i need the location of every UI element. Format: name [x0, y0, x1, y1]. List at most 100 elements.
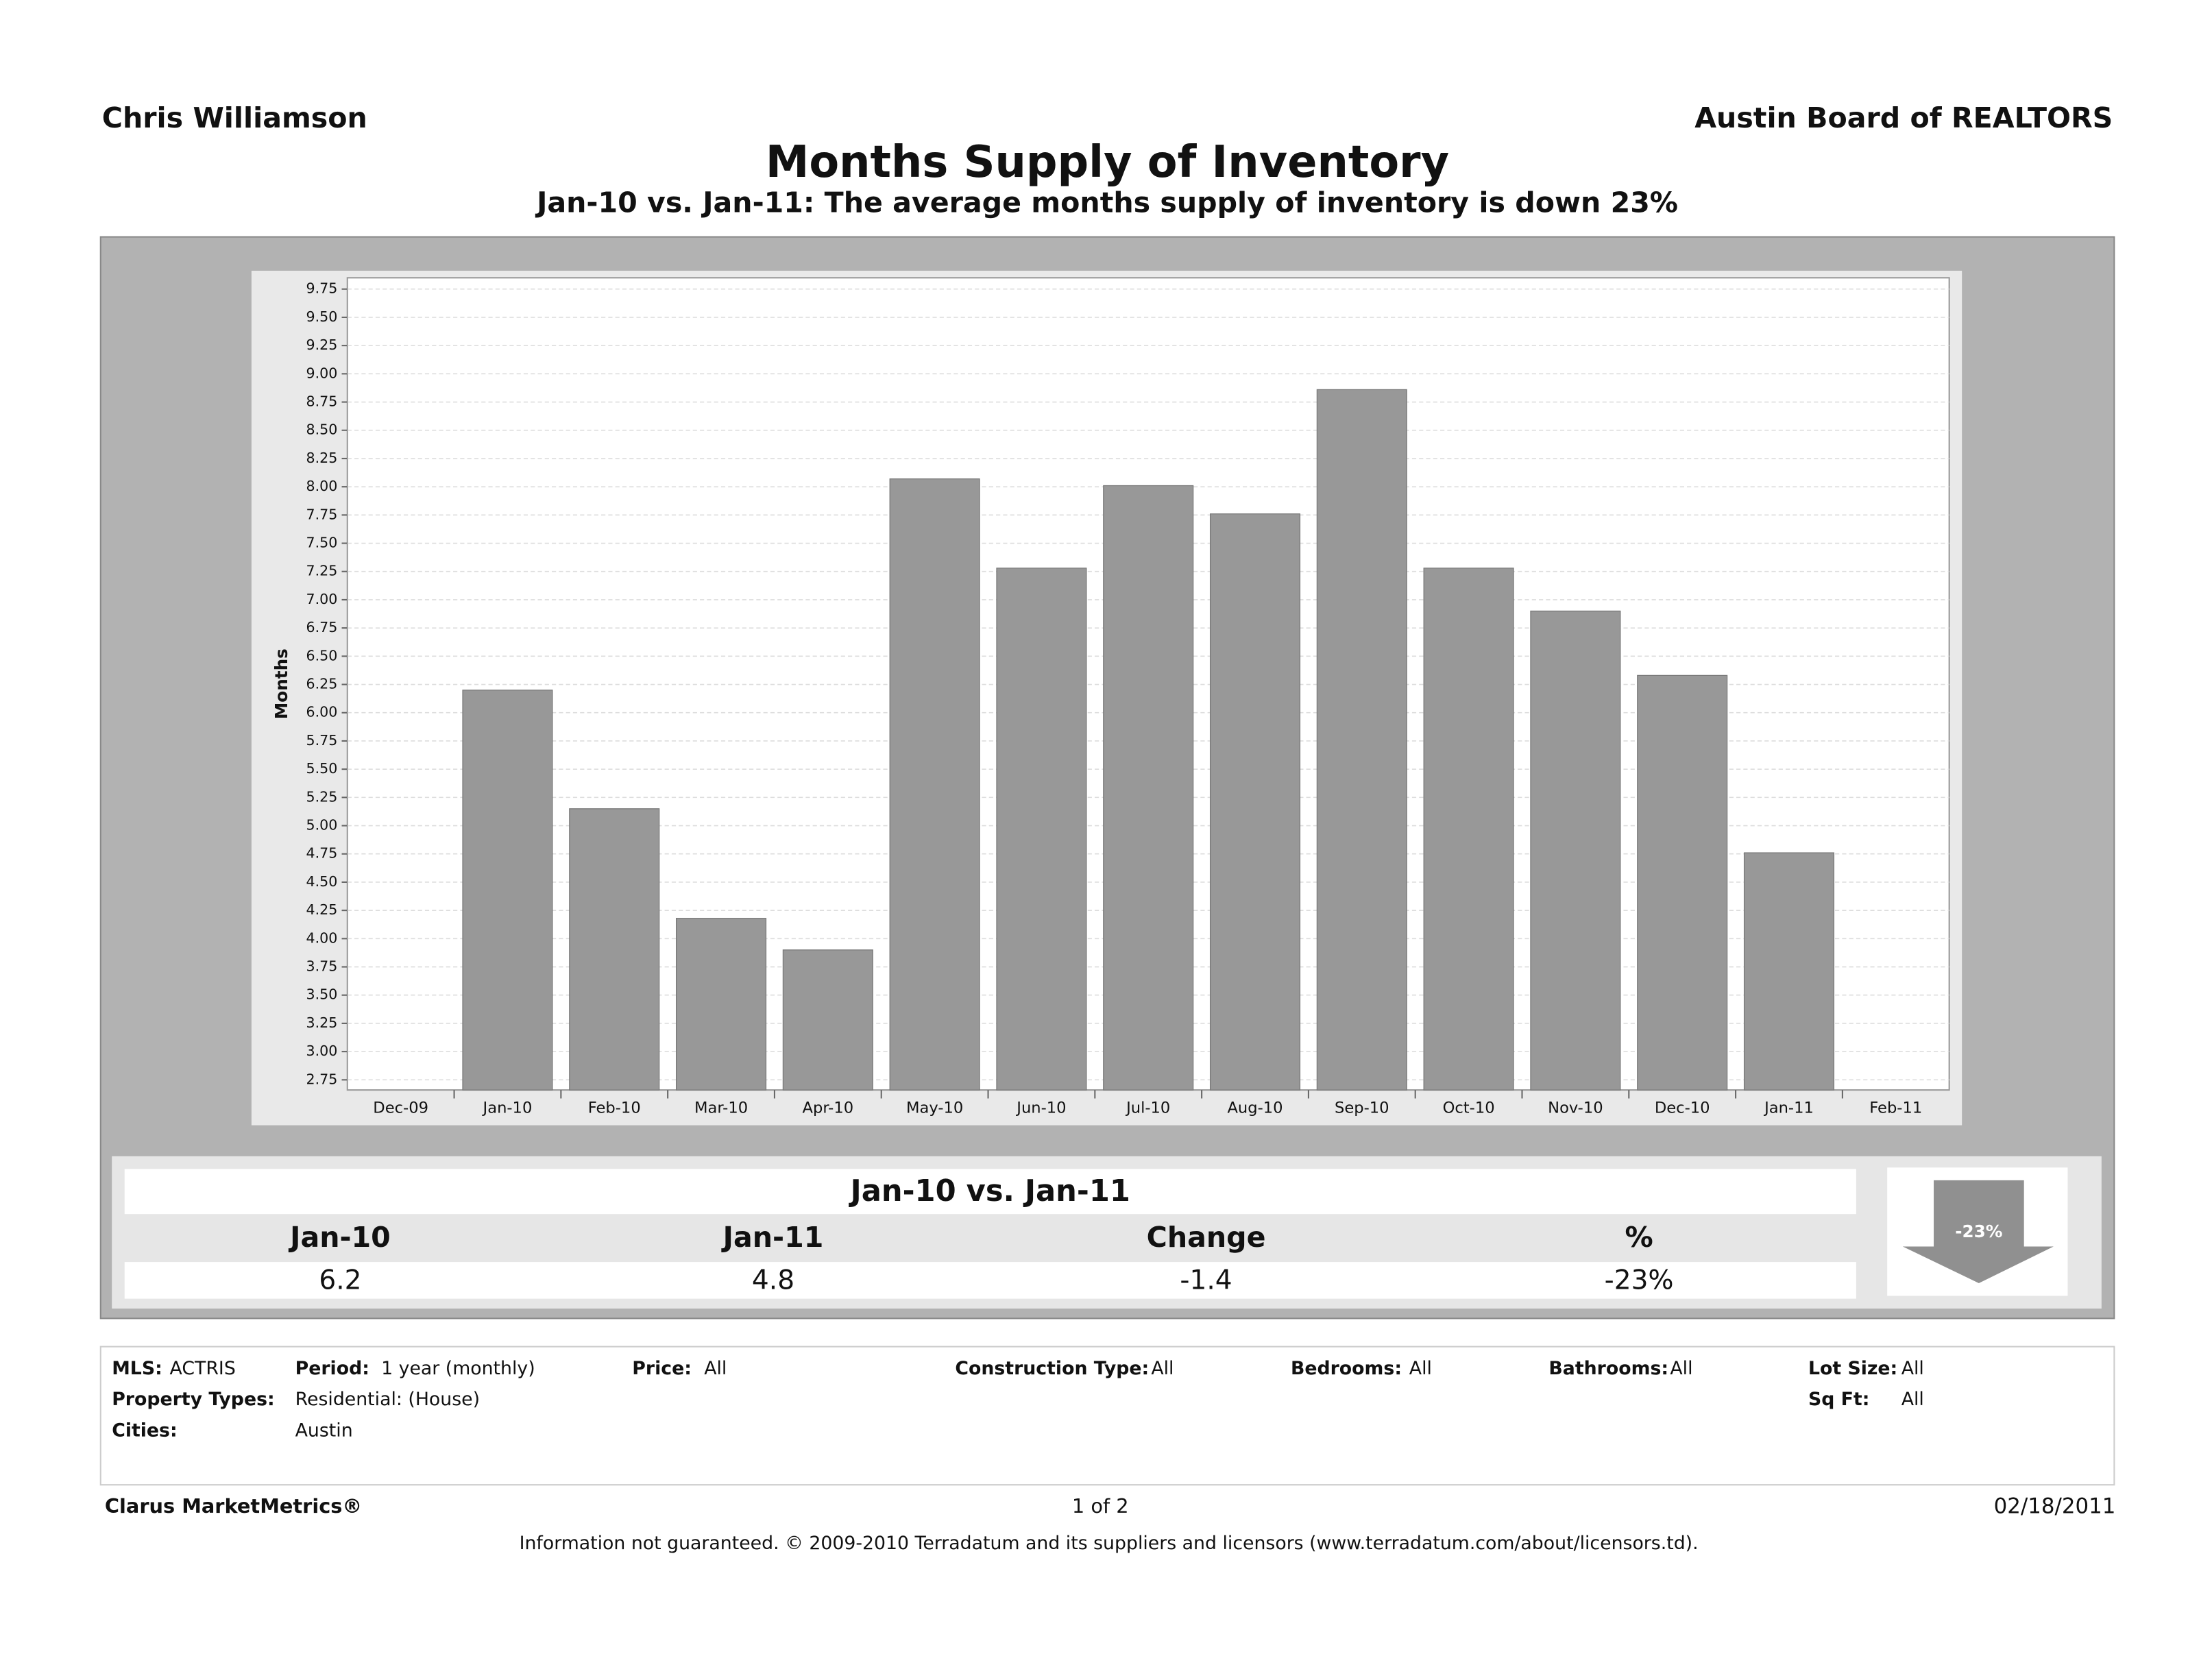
page-number: 1 of 2 [1072, 1494, 1129, 1518]
table-value: 6.2 [319, 1265, 361, 1296]
y-tick-label: 7.00 [306, 591, 338, 607]
x-tick-label: Feb-10 [588, 1099, 641, 1117]
x-tick-label: May-10 [906, 1099, 963, 1117]
x-tick-label: Aug-10 [1227, 1099, 1283, 1117]
brand: Clarus MarketMetrics® [105, 1494, 362, 1518]
down-arrow [1902, 1180, 2054, 1283]
x-tick-label: Nov-10 [1548, 1099, 1603, 1117]
y-tick-label: 9.50 [306, 308, 338, 325]
arrow-label: -23% [1955, 1221, 2002, 1241]
bar [1103, 485, 1194, 1091]
y-tick-label: 5.25 [306, 788, 338, 805]
y-tick-label: 6.00 [306, 704, 338, 720]
y-tick-label: 9.25 [306, 337, 338, 353]
chart-subtitle: Jan-10 vs. Jan-11: The average months su… [535, 186, 1678, 219]
table-title: Jan-10 vs. Jan-11 [849, 1174, 1130, 1208]
filter-label: Bedrooms: [1291, 1358, 1402, 1379]
y-tick-label: 5.50 [306, 760, 338, 777]
filter-label: Cities: [112, 1420, 177, 1441]
filter-label: Price: [632, 1358, 692, 1379]
y-tick-label: 3.25 [306, 1014, 338, 1031]
filter-value: Residential: (House) [295, 1389, 480, 1410]
bar [569, 808, 660, 1091]
filter-label: Bathrooms: [1548, 1358, 1668, 1379]
bar [675, 918, 767, 1091]
y-tick-label: 9.75 [306, 280, 338, 297]
y-tick-label: 4.00 [306, 929, 338, 946]
y-axis-label: Months [271, 648, 291, 719]
y-tick-label: 5.00 [306, 817, 338, 834]
table-header: Jan-10 [288, 1221, 391, 1254]
filter-value: All [1901, 1389, 1924, 1410]
x-tick-label: Jan-11 [1763, 1099, 1814, 1117]
bar [889, 478, 980, 1091]
filter-value: ACTRIS [170, 1358, 236, 1379]
bar [462, 690, 553, 1091]
bar [782, 949, 873, 1091]
y-tick-label: 6.25 [306, 676, 338, 692]
filter-label: MLS: [112, 1358, 162, 1379]
x-tick-label: Dec-09 [373, 1099, 428, 1117]
y-tick-label: 7.50 [306, 535, 338, 551]
table-value: -23% [1605, 1265, 1674, 1296]
x-tick-label: Mar-10 [694, 1099, 748, 1117]
bar [1743, 852, 1835, 1091]
filter-value: All [704, 1358, 727, 1379]
y-tick-label: 8.50 [306, 422, 338, 438]
filter-value: Austin [295, 1420, 353, 1441]
x-tick-label: Feb-11 [1869, 1099, 1922, 1117]
bar [996, 568, 1087, 1091]
x-tick-label: Sep-10 [1335, 1099, 1389, 1117]
filter-label: Construction Type: [955, 1358, 1149, 1379]
table-value: -1.4 [1180, 1265, 1232, 1296]
x-tick-label: Dec-10 [1655, 1099, 1710, 1117]
filter-value: All [1409, 1358, 1432, 1379]
filter-label: Property Types: [112, 1389, 274, 1410]
x-tick-label: Oct-10 [1443, 1099, 1495, 1117]
x-tick-label: Jan-10 [482, 1099, 533, 1117]
y-tick-label: 2.75 [306, 1071, 338, 1087]
y-tick-label: 6.75 [306, 619, 338, 635]
filter-label: Lot Size: [1808, 1358, 1897, 1379]
table-value: 4.8 [752, 1265, 794, 1296]
y-tick-label: 7.25 [306, 563, 338, 579]
y-tick-label: 7.75 [306, 506, 338, 522]
y-tick-label: 3.00 [306, 1043, 338, 1059]
bar [1209, 513, 1301, 1091]
bar [1316, 389, 1407, 1091]
y-tick-label: 8.75 [306, 393, 338, 410]
filters-box [99, 1346, 2115, 1486]
x-tick-label: Jun-10 [1015, 1099, 1066, 1117]
y-tick-label: 3.50 [306, 986, 338, 1003]
x-tick-label: Apr-10 [803, 1099, 854, 1117]
y-tick-label: 5.75 [306, 732, 338, 749]
filter-value: All [1901, 1358, 1924, 1379]
filter-label: Period: [295, 1358, 369, 1379]
y-tick-label: 6.50 [306, 647, 338, 664]
table-value-row [124, 1262, 1856, 1299]
agent: Chris Williamson [102, 101, 367, 134]
filter-value: 1 year (monthly) [381, 1358, 535, 1379]
table-header: % [1625, 1221, 1653, 1254]
chart: 2.75 3.00 3.25 3.50 3.75 4.00 4.25 4.50 4.75 5.00… [306, 280, 1949, 1117]
bar [1637, 674, 1728, 1091]
table-title-row [124, 1169, 1856, 1215]
filter-label: Sq Ft: [1808, 1389, 1869, 1410]
x-tick-label: Jul-10 [1125, 1099, 1170, 1117]
y-tick-label: 8.00 [306, 478, 338, 494]
y-tick-label: 4.50 [306, 873, 338, 890]
y-tick-label: 8.25 [306, 450, 338, 466]
board: Austin Board of REALTORS [1694, 101, 2113, 134]
bar [1530, 610, 1621, 1091]
bar [1423, 568, 1514, 1091]
y-tick-label: 3.75 [306, 958, 338, 975]
table-header: Change [1147, 1221, 1266, 1254]
table-header: Jan-11 [721, 1221, 824, 1254]
date: 02/18/2011 [1994, 1494, 2116, 1519]
y-tick-label: 4.25 [306, 901, 338, 918]
y-tick-label: 4.75 [306, 845, 338, 862]
filter-value: All [1151, 1358, 1174, 1379]
disclaimer: Information not guaranteed. © 2009-2010 … [520, 1533, 1699, 1554]
